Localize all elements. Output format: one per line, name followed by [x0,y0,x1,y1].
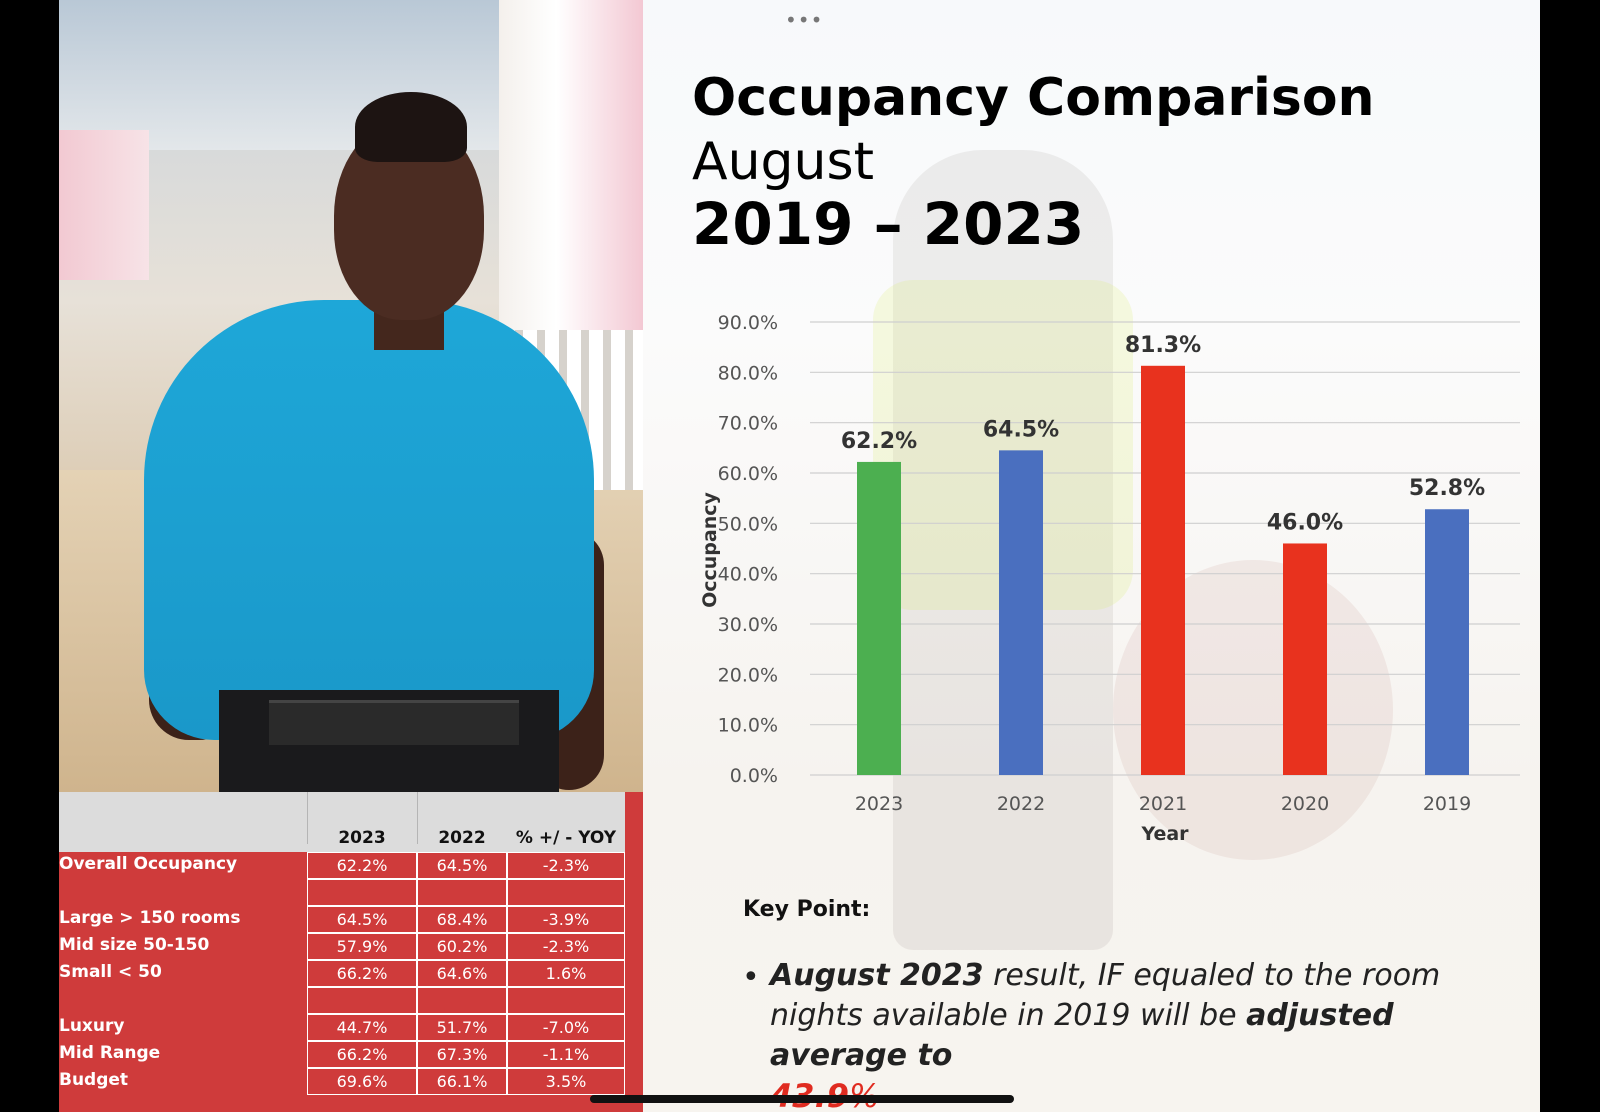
table-row-label: Budget [59,1070,129,1090]
table-row-label: Large > 150 rooms [59,908,241,928]
y-tick-label: 30.0% [718,614,778,636]
x-axis-ticks: 2023 2022 2021 2020 2019 [855,793,1471,815]
x-tick-label: 2022 [997,793,1045,815]
column-header-2022: 2022 [438,828,486,848]
table-cell [417,879,507,906]
data-label: 62.2% [841,429,917,454]
table-cell: -2.3% [507,852,625,879]
table-cell [417,987,507,1014]
x-tick-label: 2023 [855,793,903,815]
staff-photo [59,0,643,792]
y-tick-label: 50.0% [718,513,778,535]
occupancy-bar-chart: 0.0% 10.0% 20.0% 30.0% 40.0% 50.0% 60.0% 70.0% 8… [699,312,1520,845]
table-cell: -1.1% [507,1041,625,1068]
table-row-label: Small < 50 [59,962,162,982]
table-cell: 3.5% [507,1068,625,1095]
column-header-2023: 2023 [338,828,386,848]
table-cell: 62.2% [307,852,417,879]
y-axis-label: Occupancy [699,491,721,607]
y-tick-label: 60.0% [718,463,778,485]
data-label: 46.0% [1267,510,1343,535]
table-cell: 69.6% [307,1068,417,1095]
table-row-label: Mid Range [59,1043,161,1063]
slide-subtitle-month: August [692,132,874,192]
y-tick-label: 80.0% [718,362,778,384]
table-cell: 51.7% [417,1014,507,1041]
y-tick-label: 70.0% [718,413,778,435]
table-cell: 57.9% [307,933,417,960]
bar-2022 [999,450,1043,775]
y-tick-label: 20.0% [718,664,778,686]
table-cell: 44.7% [307,1014,417,1041]
chart-bars: 62.2% 64.5% 81.3% 46.0% 52.8% [841,333,1485,775]
table-cell [307,987,417,1014]
x-tick-label: 2019 [1423,793,1471,815]
table-cell: -3.9% [507,906,625,933]
key-point-body: result, IF equaled to the room nights av… [770,958,1441,1033]
table-header: 2023 2022 % +/ - YOY [59,792,625,852]
table-cell: 66.1% [417,1068,507,1095]
table-cell: -7.0% [507,1014,625,1041]
more-dots-icon[interactable]: ••• [785,8,824,32]
x-tick-label: 2020 [1281,793,1329,815]
table-cell: -2.3% [507,933,625,960]
occupancy-table: 2023 2022 % +/ - YOY Overall Occupancy 62… [59,792,643,1112]
data-label: 81.3% [1125,333,1201,358]
data-label: 52.8% [1409,476,1485,501]
y-axis-ticks: 0.0% 10.0% 20.0% 30.0% 40.0% 50.0% 60.0% 70.0% 8… [718,312,778,787]
key-point-text: August 2023 result, IF equaled to the ro… [770,956,1540,1112]
x-axis-label: Year [1140,823,1189,845]
table-cell: 64.6% [417,960,507,987]
key-point-highlight-suffix: % [849,1077,879,1112]
y-tick-label: 90.0% [718,312,778,334]
bar-2019 [1425,509,1469,775]
bar-2020 [1283,543,1327,775]
table-cell: 68.4% [417,906,507,933]
data-label: 64.5% [983,417,1059,442]
home-indicator-bar[interactable] [590,1095,1014,1103]
table-row-label: Luxury [59,1016,125,1036]
table-cell: 66.2% [307,960,417,987]
table-row-label: Mid size 50-150 [59,935,210,955]
table-cell: 66.2% [307,1041,417,1068]
y-tick-label: 40.0% [718,564,778,586]
table-cell [507,987,625,1014]
key-point-bold-mid: adjusted average to [770,998,1394,1073]
table-row-label: Overall Occupancy [59,854,238,874]
table-cell: 64.5% [417,852,507,879]
table-cell: 1.6% [507,960,625,987]
column-header-yoy: % +/ - YOY [515,828,617,848]
table-cell: 64.5% [307,906,417,933]
slide-title: Occupancy Comparison [692,68,1375,128]
x-tick-label: 2021 [1139,793,1187,815]
y-tick-label: 10.0% [718,715,778,737]
y-tick-label: 0.0% [730,765,778,787]
table-cell [307,879,417,906]
bar-2021 [1141,365,1185,775]
table-cell: 67.3% [417,1041,507,1068]
key-point-bold-lead: August 2023 [770,958,984,993]
table-cell [507,879,625,906]
table-cell: 60.2% [417,933,507,960]
bar-2023 [857,461,901,775]
slide-subtitle-years: 2019 – 2023 [692,190,1085,258]
key-point-heading: Key Point: [743,897,871,922]
key-point-highlight-value: 43.9 [770,1077,849,1112]
bullet-marker: • [742,960,760,995]
